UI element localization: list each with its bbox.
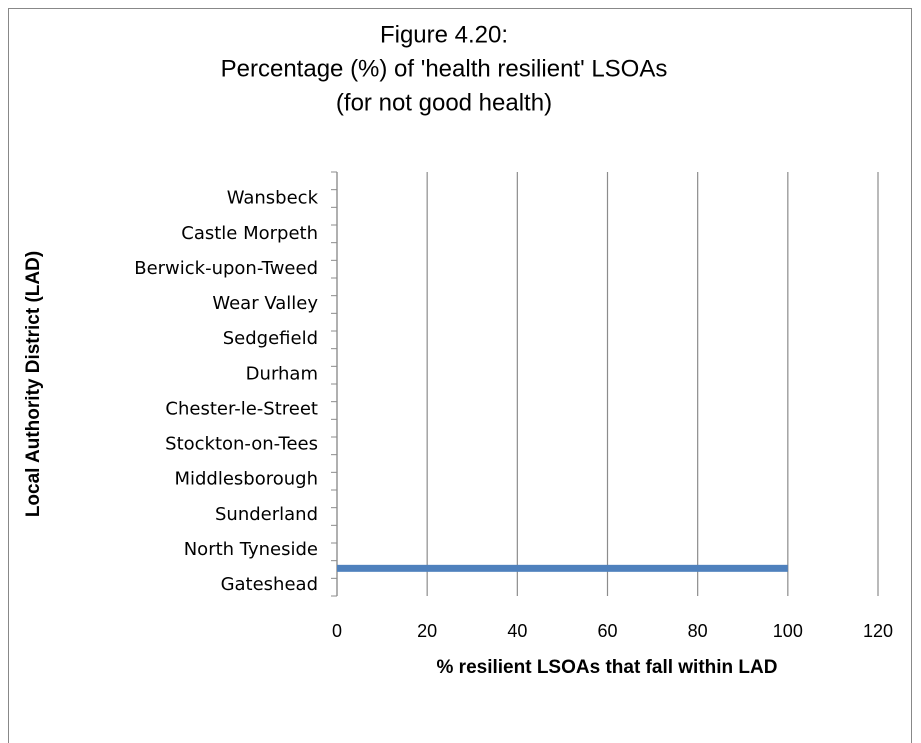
y-tick-label: Sunderland [215,504,318,525]
y-tick-label: Wear Valley [212,293,318,314]
y-tick-label: Gateshead [221,574,318,595]
y-tick-label: Castle Morpeth [181,223,318,244]
y-axis-title: Local Authority District (LAD) [23,251,44,517]
chart-border [8,8,912,743]
x-tick-label: 120 [863,621,893,641]
y-tick-label: Stockton-on-Tees [165,434,318,455]
chart-title: (for not good health) [336,89,552,116]
x-tick-label: 0 [332,621,342,641]
y-tick-label: Sedgefield [223,328,318,349]
y-tick-label: Berwick-upon-Tweed [134,258,318,279]
chart-title: Figure 4.20: [380,21,508,48]
x-tick-label: 80 [688,621,708,641]
y-tick-label: Durham [246,363,318,384]
x-tick-label: 100 [773,621,803,641]
y-tick-label: Middlesborough [174,469,318,490]
x-tick-label: 20 [417,621,437,641]
y-tick-label: Wansbeck [227,188,319,209]
y-tick-label: Chester-le-Street [165,398,318,419]
bar [337,564,788,572]
x-axis-title: % resilient LSOAs that fall within LAD [437,657,778,678]
x-tick-label: 40 [507,621,527,641]
y-tick-label: North Tyneside [184,539,318,560]
chart-title: Percentage (%) of 'health resilient' LSO… [221,55,668,82]
x-tick-label: 60 [597,621,617,641]
